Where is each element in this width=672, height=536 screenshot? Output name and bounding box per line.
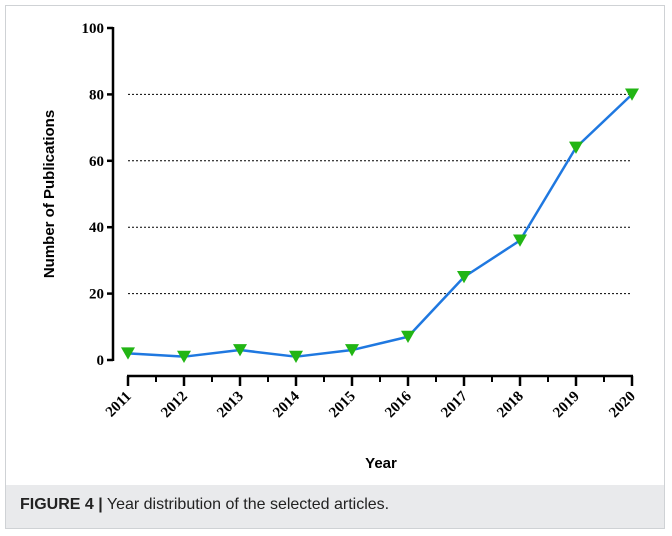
x-axis-title: Year (365, 455, 397, 472)
x-tick-label-2013: 2013 (214, 389, 247, 422)
y-tick-label-0: 0 (97, 353, 105, 369)
y-tick-label-40: 40 (89, 220, 104, 236)
data-point-2011 (121, 347, 135, 360)
data-point-2020 (625, 88, 639, 101)
grid-lines (128, 93, 632, 295)
data-point-2018 (513, 234, 527, 247)
figure-frame (5, 5, 665, 529)
x-tick-label-2017: 2017 (438, 388, 471, 421)
data-point-2013 (233, 344, 247, 357)
y-tick-label-20: 20 (89, 287, 104, 303)
series-line (127, 93, 633, 358)
data-point-2015 (345, 344, 359, 357)
series-publications (121, 88, 639, 363)
data-point-2017 (457, 271, 471, 284)
y-axis: 0 20 40 60 80 100 (82, 21, 115, 369)
x-tick-label-2012: 2012 (158, 389, 191, 422)
y-axis-title: Number of Publications (41, 110, 58, 278)
x-tick-label-2011: 2011 (103, 389, 135, 421)
y-tick-label-80: 80 (89, 87, 104, 103)
figure-caption: FIGURE 4 | Year distribution of the sele… (20, 496, 389, 514)
figure-label: FIGURE 4 | (20, 496, 103, 513)
y-tick-label-60: 60 (89, 154, 104, 170)
x-tick-label-2020: 2020 (606, 389, 639, 422)
data-point-2016 (401, 330, 415, 344)
y-tick-label-100: 100 (82, 21, 105, 37)
x-axis: 2011 2012 2013 2014 2015 2016 2017 2018 2019 2020 (103, 374, 639, 422)
x-tick-label-2018: 2018 (494, 389, 527, 422)
caption-bar (6, 485, 664, 528)
x-tick-label-2019: 2019 (550, 389, 583, 422)
caption-text: Year distribution of the selected articl… (102, 496, 390, 513)
x-tick-label-2016: 2016 (382, 388, 415, 421)
x-tick-label-2015: 2015 (326, 389, 359, 422)
data-point-2014 (289, 350, 303, 363)
data-point-2012 (177, 350, 191, 363)
data-point-2019 (569, 141, 583, 154)
x-tick-label-2014: 2014 (270, 388, 303, 421)
